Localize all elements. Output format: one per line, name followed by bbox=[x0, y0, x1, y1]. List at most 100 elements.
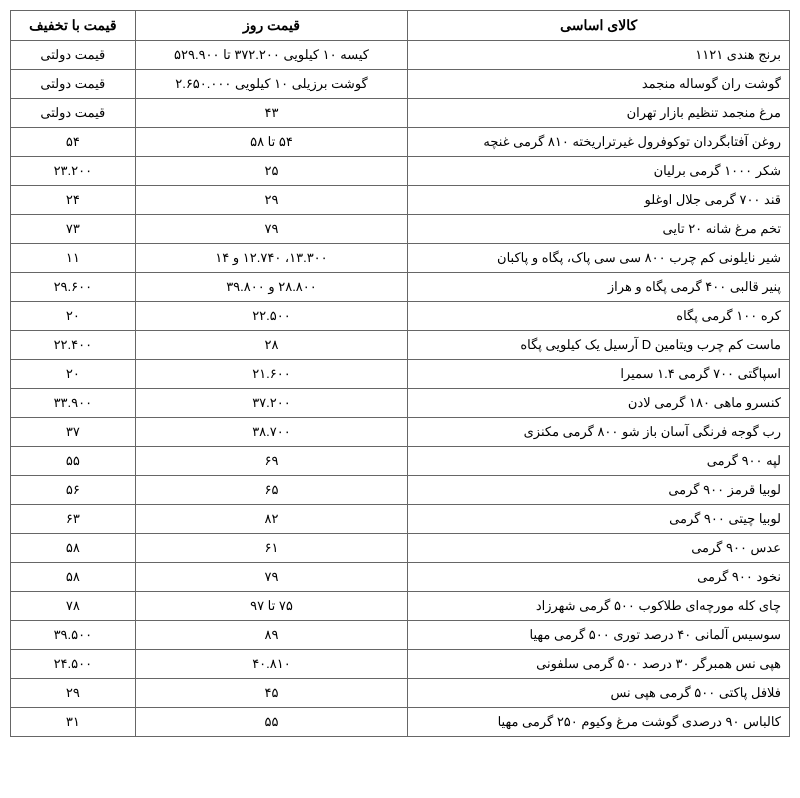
cell-item: هپی نس همبرگر ۳۰ درصد ۵۰۰ گرمی سلفونی bbox=[408, 650, 790, 679]
cell-item: پنیر قالبی ۴۰۰ گرمی پگاه و هراز bbox=[408, 273, 790, 302]
cell-day-price: ۸۲ bbox=[135, 505, 408, 534]
cell-discount-price: ۵۶ bbox=[11, 476, 136, 505]
price-table: کالای اساسی قیمت روز قیمت با تخفیف برنج … bbox=[10, 10, 790, 737]
cell-day-price: ۳۸.۷۰۰ bbox=[135, 418, 408, 447]
table-row: گوشت ران گوساله منجمدگوشت برزیلی ۱۰ کیلو… bbox=[11, 70, 790, 99]
cell-discount-price: ۲۹ bbox=[11, 679, 136, 708]
table-row: چای کله مورچه‌ای طلاکوب ۵۰۰ گرمی شهرزاد۷… bbox=[11, 592, 790, 621]
table-row: سوسیس آلمانی ۴۰ درصد توری ۵۰۰ گرمی مهیا۸… bbox=[11, 621, 790, 650]
cell-item: عدس ۹۰۰ گرمی bbox=[408, 534, 790, 563]
cell-item: اسپاگتی ۷۰۰ گرمی ۱.۴ سمیرا bbox=[408, 360, 790, 389]
table-row: لوبیا قرمز ۹۰۰ گرمی۶۵۵۶ bbox=[11, 476, 790, 505]
table-row: کالباس ۹۰ درصدی گوشت مرغ وکیوم ۲۵۰ گرمی … bbox=[11, 708, 790, 737]
cell-item: روغن آفتابگردان توکوفرول غیرتراریخته ۸۱۰… bbox=[408, 128, 790, 157]
cell-day-price: ۲۸ bbox=[135, 331, 408, 360]
cell-discount-price: ۳۱ bbox=[11, 708, 136, 737]
cell-item: فلافل پاکتی ۵۰۰ گرمی هپی نس bbox=[408, 679, 790, 708]
cell-day-price: ۷۹ bbox=[135, 215, 408, 244]
header-discount-price: قیمت با تخفیف bbox=[11, 11, 136, 41]
table-row: روغن آفتابگردان توکوفرول غیرتراریخته ۸۱۰… bbox=[11, 128, 790, 157]
cell-discount-price: ۵۸ bbox=[11, 563, 136, 592]
cell-item: لپه ۹۰۰ گرمی bbox=[408, 447, 790, 476]
table-row: شیر نایلونی کم چرب ۸۰۰ سی سی پاک، پگاه و… bbox=[11, 244, 790, 273]
cell-day-price: ۲۱.۶۰۰ bbox=[135, 360, 408, 389]
cell-item: مرغ منجمد تنظیم بازار تهران bbox=[408, 99, 790, 128]
cell-discount-price: ۵۵ bbox=[11, 447, 136, 476]
table-row: نخود ۹۰۰ گرمی۷۹۵۸ bbox=[11, 563, 790, 592]
cell-discount-price: ۲۹.۶۰۰ bbox=[11, 273, 136, 302]
table-row: ماست کم چرب ویتامین D آرسیل یک کیلویی پگ… bbox=[11, 331, 790, 360]
cell-item: برنج هندی ۱۱۲۱ bbox=[408, 41, 790, 70]
table-row: شکر ۱۰۰۰ گرمی برلیان۲۵۲۳.۲۰۰ bbox=[11, 157, 790, 186]
table-row: کره ۱۰۰ گرمی پگاه۲۲.۵۰۰۲۰ bbox=[11, 302, 790, 331]
cell-discount-price: قیمت دولتی bbox=[11, 41, 136, 70]
cell-day-price: ۶۱ bbox=[135, 534, 408, 563]
table-row: لپه ۹۰۰ گرمی۶۹۵۵ bbox=[11, 447, 790, 476]
cell-item: رب گوجه فرنگی آسان باز شو ۸۰۰ گرمی مکنزی bbox=[408, 418, 790, 447]
cell-discount-price: ۲۲.۴۰۰ bbox=[11, 331, 136, 360]
cell-item: شیر نایلونی کم چرب ۸۰۰ سی سی پاک، پگاه و… bbox=[408, 244, 790, 273]
cell-item: قند ۷۰۰ گرمی جلال اوغلو bbox=[408, 186, 790, 215]
cell-discount-price: ۲۴ bbox=[11, 186, 136, 215]
cell-day-price: ۷۵ تا ۹۷ bbox=[135, 592, 408, 621]
cell-discount-price: ۶۳ bbox=[11, 505, 136, 534]
cell-discount-price: ۲۰ bbox=[11, 360, 136, 389]
cell-day-price: ۲۵ bbox=[135, 157, 408, 186]
cell-day-price: ۷۹ bbox=[135, 563, 408, 592]
cell-day-price: ۲۲.۵۰۰ bbox=[135, 302, 408, 331]
cell-day-price: ۶۹ bbox=[135, 447, 408, 476]
table-row: پنیر قالبی ۴۰۰ گرمی پگاه و هراز۲۸.۸۰۰ و … bbox=[11, 273, 790, 302]
cell-discount-price: قیمت دولتی bbox=[11, 99, 136, 128]
cell-discount-price: ۷۸ bbox=[11, 592, 136, 621]
cell-discount-price: ۵۸ bbox=[11, 534, 136, 563]
cell-day-price: ۳۷.۲۰۰ bbox=[135, 389, 408, 418]
cell-discount-price: ۱۱ bbox=[11, 244, 136, 273]
cell-discount-price: ۳۳.۹۰۰ bbox=[11, 389, 136, 418]
table-row: قند ۷۰۰ گرمی جلال اوغلو۲۹۲۴ bbox=[11, 186, 790, 215]
cell-item: کره ۱۰۰ گرمی پگاه bbox=[408, 302, 790, 331]
table-row: لوبیا چیتی ۹۰۰ گرمی۸۲۶۳ bbox=[11, 505, 790, 534]
cell-discount-price: قیمت دولتی bbox=[11, 70, 136, 99]
header-day-price: قیمت روز bbox=[135, 11, 408, 41]
table-row: عدس ۹۰۰ گرمی۶۱۵۸ bbox=[11, 534, 790, 563]
table-row: کنسرو ماهی ۱۸۰ گرمی لادن۳۷.۲۰۰۳۳.۹۰۰ bbox=[11, 389, 790, 418]
cell-day-price: ۲۹ bbox=[135, 186, 408, 215]
table-row: هپی نس همبرگر ۳۰ درصد ۵۰۰ گرمی سلفونی۴۰.… bbox=[11, 650, 790, 679]
table-row: فلافل پاکتی ۵۰۰ گرمی هپی نس۴۵۲۹ bbox=[11, 679, 790, 708]
cell-day-price: ۶۵ bbox=[135, 476, 408, 505]
cell-item: کنسرو ماهی ۱۸۰ گرمی لادن bbox=[408, 389, 790, 418]
cell-item: شکر ۱۰۰۰ گرمی برلیان bbox=[408, 157, 790, 186]
cell-item: سوسیس آلمانی ۴۰ درصد توری ۵۰۰ گرمی مهیا bbox=[408, 621, 790, 650]
cell-item: نخود ۹۰۰ گرمی bbox=[408, 563, 790, 592]
cell-day-price: ۴۵ bbox=[135, 679, 408, 708]
cell-discount-price: ۳۹.۵۰۰ bbox=[11, 621, 136, 650]
cell-item: چای کله مورچه‌ای طلاکوب ۵۰۰ گرمی شهرزاد bbox=[408, 592, 790, 621]
cell-item: تخم مرغ شانه ۲۰ تایی bbox=[408, 215, 790, 244]
cell-day-price: ۴۰.۸۱۰ bbox=[135, 650, 408, 679]
cell-discount-price: ۳۷ bbox=[11, 418, 136, 447]
cell-discount-price: ۵۴ bbox=[11, 128, 136, 157]
cell-discount-price: ۲۰ bbox=[11, 302, 136, 331]
header-item: کالای اساسی bbox=[408, 11, 790, 41]
cell-day-price: ۲۸.۸۰۰ و ۳۹.۸۰۰ bbox=[135, 273, 408, 302]
table-row: تخم مرغ شانه ۲۰ تایی۷۹۷۳ bbox=[11, 215, 790, 244]
cell-day-price: ۵۴ تا ۵۸ bbox=[135, 128, 408, 157]
cell-day-price: ۱۳.۳۰۰، ۱۲.۷۴۰ و ۱۴ bbox=[135, 244, 408, 273]
table-header-row: کالای اساسی قیمت روز قیمت با تخفیف bbox=[11, 11, 790, 41]
cell-item: لوبیا قرمز ۹۰۰ گرمی bbox=[408, 476, 790, 505]
cell-day-price: ۵۵ bbox=[135, 708, 408, 737]
cell-item: لوبیا چیتی ۹۰۰ گرمی bbox=[408, 505, 790, 534]
cell-discount-price: ۲۳.۲۰۰ bbox=[11, 157, 136, 186]
cell-day-price: ۴۳ bbox=[135, 99, 408, 128]
table-row: برنج هندی ۱۱۲۱کیسه ۱۰ کیلویی ۳۷۲.۲۰۰ تا … bbox=[11, 41, 790, 70]
table-row: اسپاگتی ۷۰۰ گرمی ۱.۴ سمیرا۲۱.۶۰۰۲۰ bbox=[11, 360, 790, 389]
cell-item: گوشت ران گوساله منجمد bbox=[408, 70, 790, 99]
table-row: مرغ منجمد تنظیم بازار تهران۴۳قیمت دولتی bbox=[11, 99, 790, 128]
cell-item: کالباس ۹۰ درصدی گوشت مرغ وکیوم ۲۵۰ گرمی … bbox=[408, 708, 790, 737]
table-row: رب گوجه فرنگی آسان باز شو ۸۰۰ گرمی مکنزی… bbox=[11, 418, 790, 447]
cell-day-price: کیسه ۱۰ کیلویی ۳۷۲.۲۰۰ تا ۵۲۹.۹۰۰ bbox=[135, 41, 408, 70]
cell-item: ماست کم چرب ویتامین D آرسیل یک کیلویی پگ… bbox=[408, 331, 790, 360]
cell-discount-price: ۷۳ bbox=[11, 215, 136, 244]
cell-discount-price: ۲۴.۵۰۰ bbox=[11, 650, 136, 679]
cell-day-price: گوشت برزیلی ۱۰ کیلویی ۲.۶۵۰.۰۰۰ bbox=[135, 70, 408, 99]
